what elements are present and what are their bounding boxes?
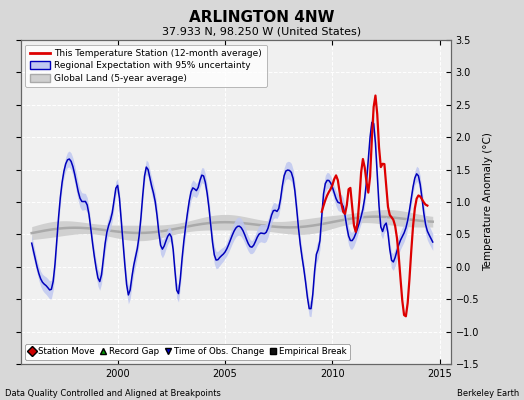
Legend: Station Move, Record Gap, Time of Obs. Change, Empirical Break: Station Move, Record Gap, Time of Obs. C… xyxy=(25,344,350,360)
Text: 37.933 N, 98.250 W (United States): 37.933 N, 98.250 W (United States) xyxy=(162,26,362,36)
Text: ARLINGTON 4NW: ARLINGTON 4NW xyxy=(189,10,335,25)
Y-axis label: Temperature Anomaly (°C): Temperature Anomaly (°C) xyxy=(483,132,493,272)
Text: Data Quality Controlled and Aligned at Breakpoints: Data Quality Controlled and Aligned at B… xyxy=(5,389,221,398)
Text: Berkeley Earth: Berkeley Earth xyxy=(456,389,519,398)
